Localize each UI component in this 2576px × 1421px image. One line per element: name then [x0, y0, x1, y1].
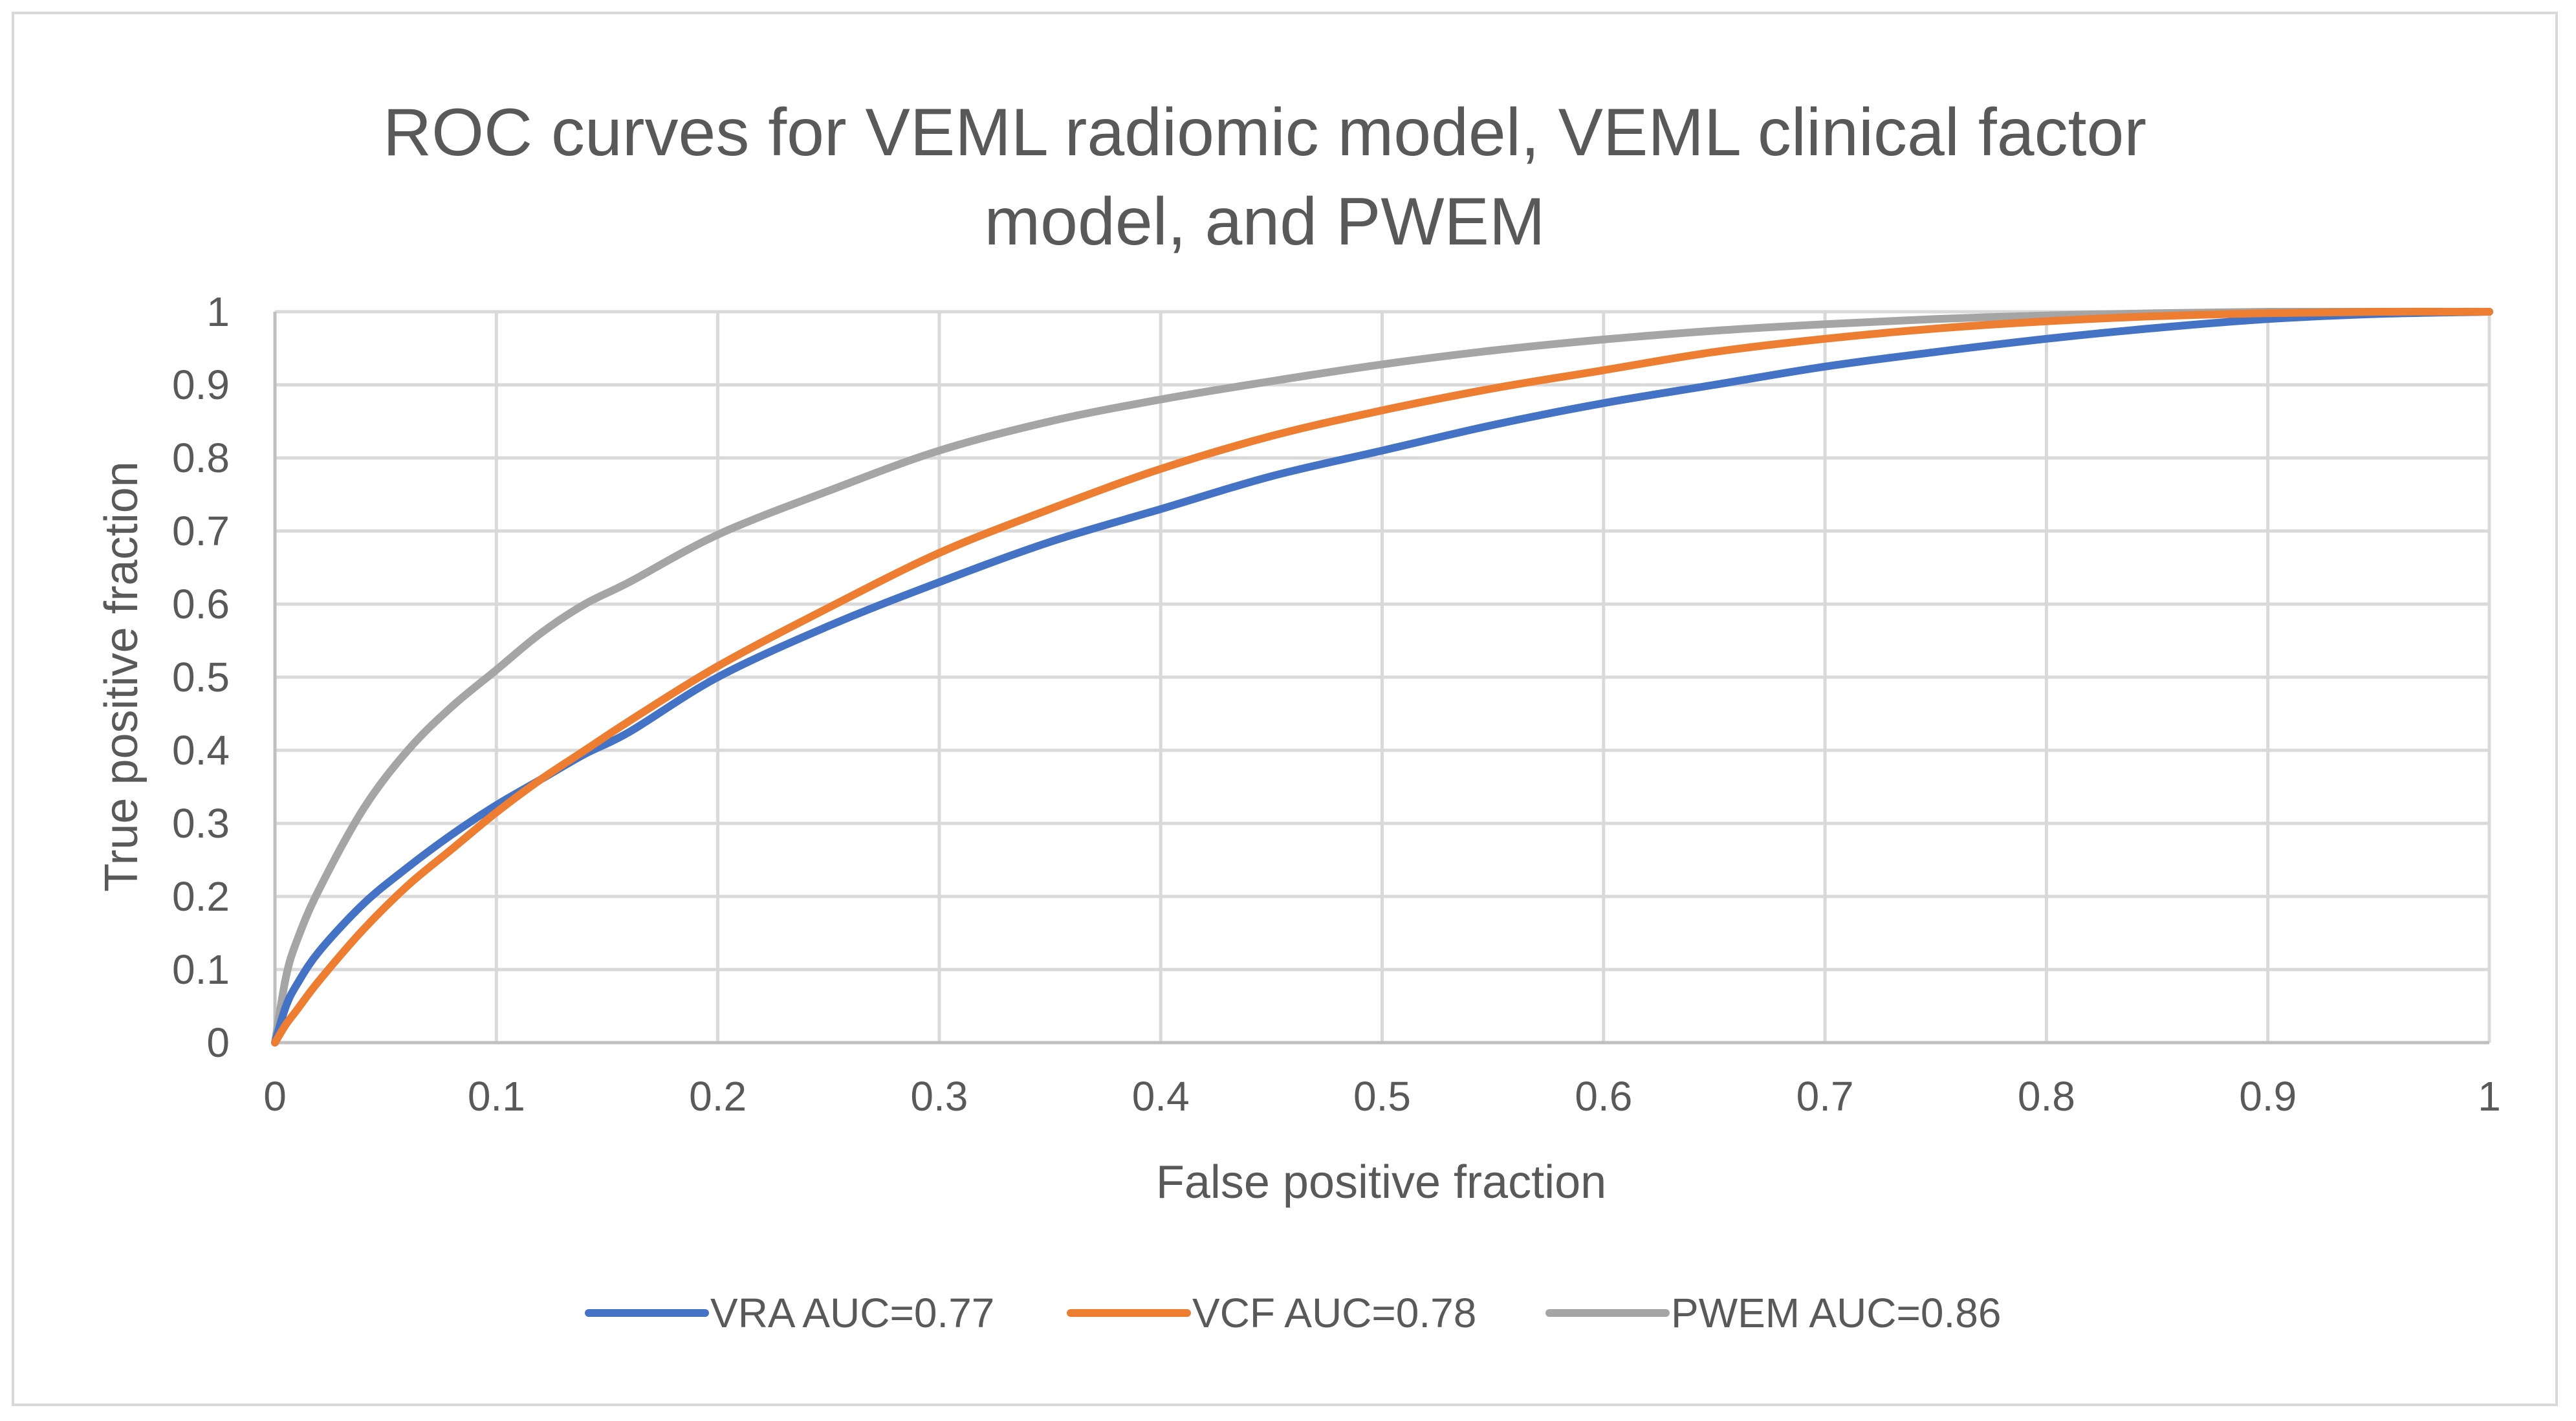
series-line-2	[271, 307, 2493, 1047]
chart-frame	[12, 12, 2558, 1406]
y-tick-label: 0.9	[172, 362, 230, 408]
legend-label-2: PWEM AUC=0.86	[1671, 1290, 2001, 1336]
y-tick-label: 1	[206, 288, 230, 335]
x-tick-label: 0.3	[910, 1073, 968, 1120]
legend: VRA AUC=0.77 VCF AUC=0.78 PWEM AUC=0.86	[585, 1290, 2001, 1336]
y-tick-label: 0.8	[172, 435, 230, 481]
x-tick-label: 0.2	[689, 1073, 747, 1120]
x-tick-label: 0	[263, 1073, 287, 1120]
axes	[273, 312, 2489, 1045]
x-axis-title: False positive fraction	[1156, 1156, 1606, 1208]
grid-lines	[275, 310, 2491, 1043]
y-tick-label: 0.7	[172, 508, 230, 554]
y-tick-label: 0.3	[172, 800, 230, 847]
legend-label-1: VCF AUC=0.78	[1192, 1290, 1476, 1336]
legend-label-0: VRA AUC=0.77	[710, 1290, 994, 1336]
y-tick-label: 0.2	[172, 873, 230, 920]
chart-title: ROC curves for VEML radiomic model, VEML…	[383, 95, 2146, 259]
x-tick-label: 0.7	[1796, 1073, 1854, 1120]
series-lines	[271, 307, 2493, 1047]
x-tick-label: 0.6	[1575, 1073, 1632, 1120]
y-tick-label: 0.1	[172, 946, 230, 993]
series-line-1	[271, 307, 2493, 1047]
x-tick-label: 0.8	[2018, 1073, 2075, 1120]
x-tick-label: 0.5	[1353, 1073, 1411, 1120]
series-line-0	[271, 308, 2493, 1047]
y-axis-title: True positive fraction	[96, 461, 147, 892]
y-tick-label: 0.4	[172, 727, 230, 774]
x-axis-ticks: 0 0.1 0.2 0.3 0.4 0.5 0.6 0.7 0.8 0.9 1	[263, 1073, 2501, 1120]
y-tick-label: 0.5	[172, 654, 230, 700]
x-tick-label: 0.9	[2239, 1073, 2297, 1120]
y-tick-label: 0.6	[172, 581, 230, 627]
y-tick-label: 0	[206, 1019, 230, 1066]
y-axis-ticks: 0 0.1 0.2 0.3 0.4 0.5 0.6 0.7 0.8 0.9 1	[172, 288, 230, 1066]
x-tick-label: 0.4	[1132, 1073, 1190, 1120]
chart-title-line-1: ROC curves for VEML radiomic model, VEML…	[383, 95, 2146, 170]
chart-title-line-2: model, and PWEM	[985, 184, 1545, 259]
x-tick-label: 1	[2478, 1073, 2501, 1120]
x-tick-label: 0.1	[468, 1073, 525, 1120]
